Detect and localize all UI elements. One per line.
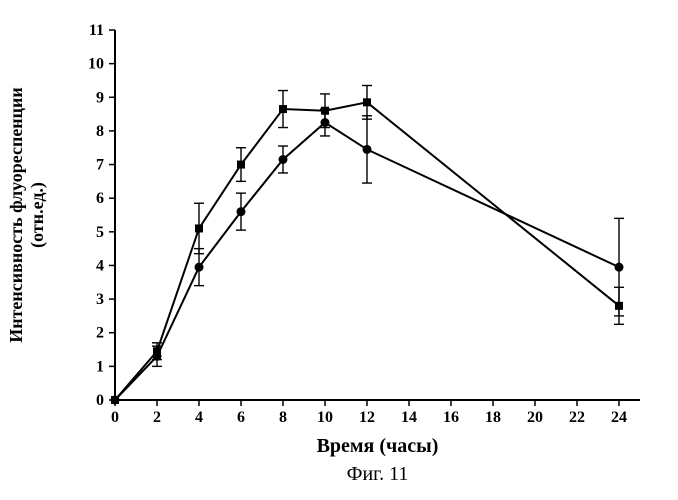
y-tick-label: 7 (96, 157, 104, 174)
y-tick-label: 4 (96, 257, 104, 274)
marker-circle (279, 155, 288, 164)
x-axis-title: Время (часы) (317, 435, 439, 457)
marker-circle (363, 145, 372, 154)
y-tick-label: 0 (96, 392, 104, 409)
marker-circle (321, 118, 330, 127)
marker-circle (195, 263, 204, 272)
y-tick-label: 6 (96, 190, 104, 207)
marker-square (321, 107, 329, 115)
x-tick-label: 22 (569, 409, 585, 426)
y-tick-label: 10 (88, 56, 104, 73)
x-tick-label: 14 (401, 409, 417, 426)
chart-container: 01234567891011024681012141618202224Интен… (0, 0, 678, 500)
x-tick-label: 8 (279, 409, 287, 426)
x-tick-label: 6 (237, 409, 245, 426)
y-tick-label: 5 (96, 224, 104, 241)
x-tick-label: 18 (485, 409, 501, 426)
y-tick-label: 1 (96, 358, 104, 375)
x-tick-label: 2 (153, 409, 161, 426)
y-tick-label: 11 (89, 22, 104, 39)
y-tick-label: 2 (96, 325, 104, 342)
x-tick-label: 0 (111, 409, 119, 426)
y-tick-label: 8 (96, 123, 104, 140)
marker-square (363, 98, 371, 106)
marker-square (279, 105, 287, 113)
marker-circle (615, 263, 624, 272)
x-tick-label: 20 (527, 409, 543, 426)
marker-square (195, 224, 203, 232)
fluorescence-chart: 01234567891011024681012141618202224Интен… (0, 0, 678, 500)
y-tick-label: 3 (96, 291, 104, 308)
x-tick-label: 12 (359, 409, 375, 426)
marker-square (237, 161, 245, 169)
x-tick-label: 10 (317, 409, 333, 426)
y-tick-label: 9 (96, 89, 104, 106)
x-tick-label: 16 (443, 409, 459, 426)
marker-circle (111, 396, 120, 405)
x-tick-label: 4 (195, 409, 203, 426)
x-tick-label: 24 (611, 409, 627, 426)
figure-caption: Фиг. 11 (347, 463, 409, 485)
marker-circle (237, 207, 246, 216)
marker-square (615, 302, 623, 310)
marker-circle (153, 352, 162, 361)
